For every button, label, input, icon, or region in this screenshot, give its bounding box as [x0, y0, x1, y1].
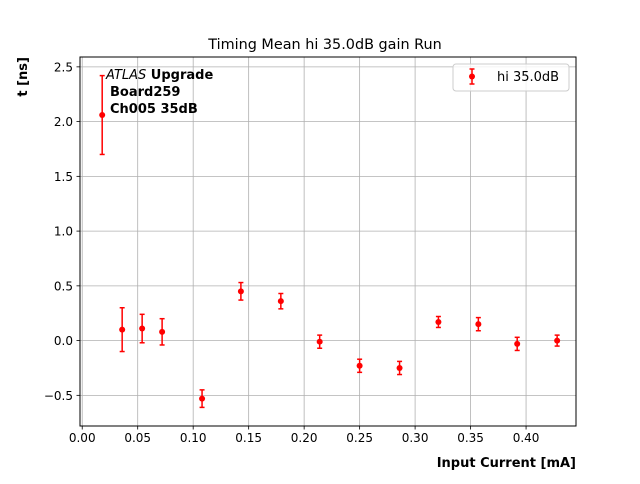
chart-title: Timing Mean hi 35.0dB gain Run: [207, 37, 442, 53]
x-tick-label: 0.05: [124, 431, 151, 445]
data-point: [514, 340, 521, 347]
atlas-italic: ATLAS: [105, 68, 146, 83]
y-axis: −0.5 0.0 0.5 1.0 1.5 2.0 2.5: [44, 60, 80, 403]
data-point: [356, 362, 363, 369]
legend: hi 35.0dB: [452, 63, 570, 92]
data-point: [316, 338, 323, 345]
y-tick-label: 2.5: [54, 60, 73, 74]
upgrade-bold: Upgrade: [146, 68, 213, 83]
data-point: [199, 395, 206, 402]
x-tick-label: 0.25: [346, 431, 373, 445]
atlas-annotation-line3: Ch005 35dB: [110, 102, 198, 117]
x-tick-label: 0.00: [69, 431, 96, 445]
x-tick-label: 0.40: [513, 431, 540, 445]
y-axis-label: t [ns]: [16, 57, 31, 97]
data-point: [119, 326, 126, 333]
y-tick-label: 1.0: [54, 225, 73, 239]
data-layer: [99, 74, 561, 409]
y-tick-label: 2.0: [54, 115, 73, 129]
data-point: [475, 321, 482, 328]
x-tick-label: 0.30: [402, 431, 429, 445]
data-point: [139, 325, 146, 332]
y-tick-label: −0.5: [44, 389, 73, 403]
x-tick-label: 0.15: [235, 431, 262, 445]
data-point: [237, 288, 244, 295]
x-axis-label: Input Current [mA]: [437, 456, 576, 471]
atlas-annotation-line1: ATLAS Upgrade: [105, 68, 213, 83]
atlas-annotation-line2: Board259: [110, 85, 180, 100]
data-point: [554, 337, 561, 344]
x-tick-label: 0.35: [457, 431, 484, 445]
y-tick-label: 1.5: [54, 170, 73, 184]
plot-frame: [79, 56, 577, 427]
y-tick-label: 0.5: [54, 279, 73, 293]
data-point: [99, 112, 106, 119]
data-point: [277, 298, 284, 305]
y-tick-label: 0.0: [54, 334, 73, 348]
data-point: [396, 364, 403, 371]
x-tick-label: 0.10: [180, 431, 207, 445]
x-tick-label: 0.20: [291, 431, 318, 445]
legend-marker: [469, 73, 475, 80]
legend-label: hi 35.0dB: [497, 70, 559, 85]
data-point: [435, 318, 442, 325]
legend-box: [452, 63, 570, 92]
data-point: [159, 328, 166, 335]
x-axis: 0.00 0.05 0.10 0.15 0.20 0.25 0.30 0.35 0.40: [69, 426, 540, 445]
